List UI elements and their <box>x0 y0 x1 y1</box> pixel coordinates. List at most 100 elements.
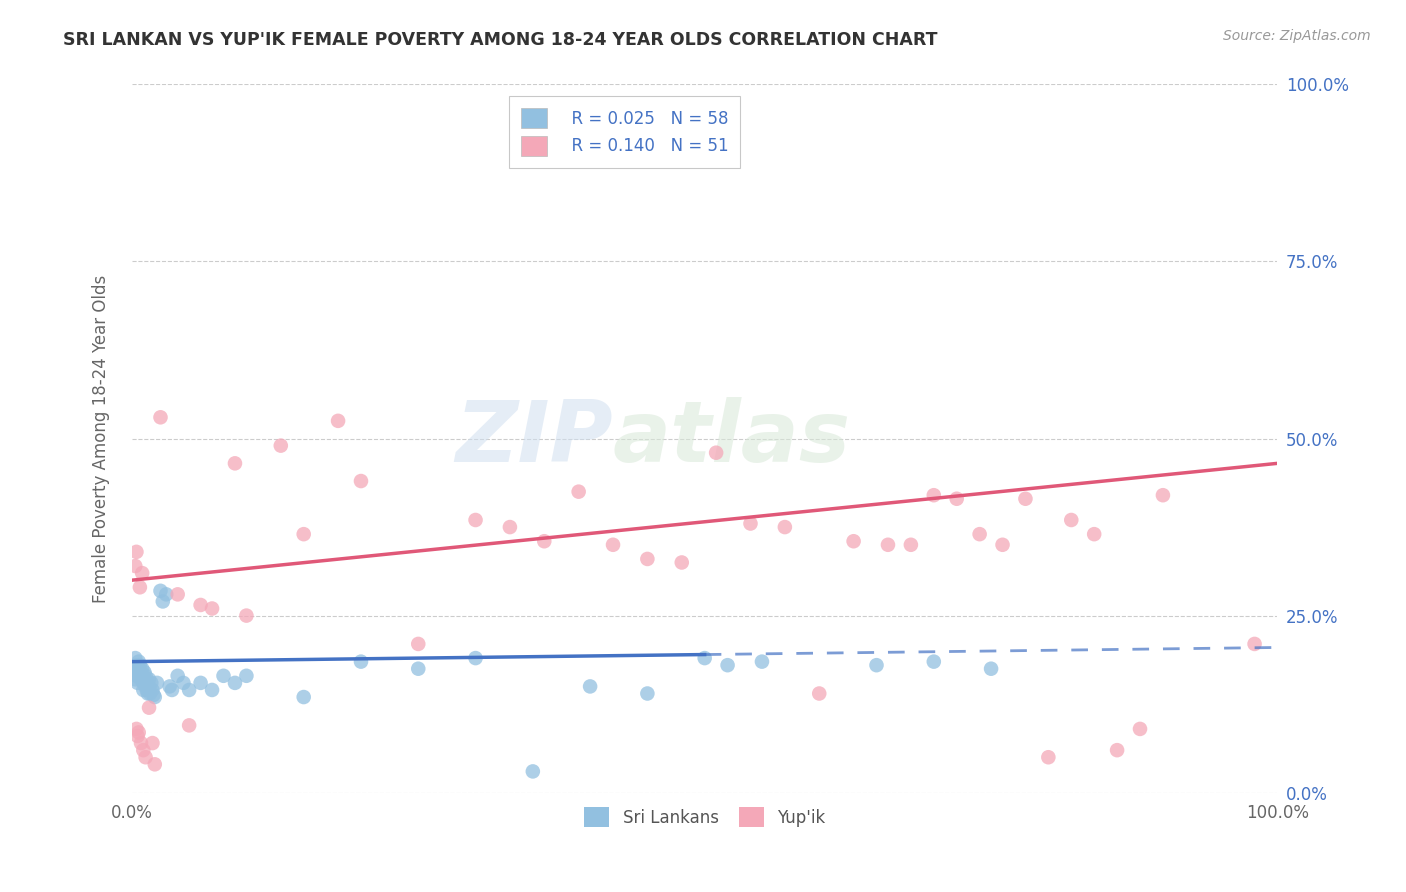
Point <box>132 683 155 698</box>
Point <box>142 688 165 702</box>
Point <box>350 655 373 669</box>
Point <box>124 559 146 574</box>
Point <box>190 598 212 612</box>
Point <box>190 676 212 690</box>
Point <box>166 669 188 683</box>
Point <box>132 676 155 690</box>
Point <box>128 658 150 673</box>
Point <box>922 488 945 502</box>
Point <box>128 669 150 683</box>
Point <box>132 743 155 757</box>
Point <box>1243 637 1265 651</box>
Point <box>1038 750 1060 764</box>
Point <box>201 601 224 615</box>
Point <box>125 722 148 736</box>
Point <box>179 683 201 698</box>
Point <box>134 665 156 680</box>
Point <box>1014 491 1036 506</box>
Point <box>160 683 183 698</box>
Point <box>865 658 887 673</box>
Point <box>636 552 658 566</box>
Point <box>135 680 157 694</box>
Point <box>146 676 169 690</box>
Point <box>464 513 486 527</box>
Point <box>127 665 149 680</box>
Point <box>135 750 157 764</box>
Point <box>155 587 177 601</box>
Point <box>522 764 544 779</box>
Point <box>1083 527 1105 541</box>
Point <box>464 651 486 665</box>
Point <box>842 534 865 549</box>
Point <box>138 673 160 687</box>
Point <box>499 520 522 534</box>
Point <box>179 718 201 732</box>
Point <box>922 655 945 669</box>
Point <box>129 673 152 687</box>
Point <box>136 686 159 700</box>
Point <box>980 662 1002 676</box>
Point <box>131 566 153 580</box>
Point <box>131 662 153 676</box>
Point <box>149 410 172 425</box>
Point <box>270 439 292 453</box>
Point <box>808 686 831 700</box>
Point <box>166 587 188 601</box>
Point <box>693 651 716 665</box>
Point <box>969 527 991 541</box>
Point <box>900 538 922 552</box>
Text: Source: ZipAtlas.com: Source: ZipAtlas.com <box>1223 29 1371 43</box>
Point <box>125 669 148 683</box>
Point <box>602 538 624 552</box>
Point <box>124 651 146 665</box>
Point <box>124 673 146 687</box>
Point <box>128 655 150 669</box>
Point <box>139 686 162 700</box>
Point <box>773 520 796 534</box>
Point <box>671 556 693 570</box>
Point <box>128 725 150 739</box>
Point <box>141 676 163 690</box>
Point <box>235 608 257 623</box>
Point <box>125 545 148 559</box>
Point <box>224 676 246 690</box>
Point <box>143 757 166 772</box>
Point <box>945 491 967 506</box>
Point <box>135 669 157 683</box>
Y-axis label: Female Poverty Among 18-24 Year Olds: Female Poverty Among 18-24 Year Olds <box>93 275 110 603</box>
Point <box>135 676 157 690</box>
Point <box>636 686 658 700</box>
Point <box>212 669 235 683</box>
Point <box>129 665 152 680</box>
Point <box>292 527 315 541</box>
Text: SRI LANKAN VS YUP'IK FEMALE POVERTY AMONG 18-24 YEAR OLDS CORRELATION CHART: SRI LANKAN VS YUP'IK FEMALE POVERTY AMON… <box>63 31 938 49</box>
Point <box>172 676 194 690</box>
Point <box>326 414 349 428</box>
Point <box>201 683 224 698</box>
Point <box>127 729 149 743</box>
Point <box>235 669 257 683</box>
Point <box>751 655 773 669</box>
Point <box>292 690 315 704</box>
Text: ZIP: ZIP <box>456 397 613 480</box>
Point <box>138 700 160 714</box>
Point <box>716 658 738 673</box>
Point <box>131 669 153 683</box>
Legend: Sri Lankans, Yup'ik: Sri Lankans, Yup'ik <box>578 800 832 834</box>
Point <box>533 534 555 549</box>
Point <box>406 637 429 651</box>
Point <box>704 446 727 460</box>
Point <box>143 690 166 704</box>
Point <box>128 580 150 594</box>
Point <box>122 662 145 676</box>
Point <box>579 680 602 694</box>
Point <box>991 538 1014 552</box>
Point <box>128 662 150 676</box>
Point <box>149 583 172 598</box>
Point <box>350 474 373 488</box>
Point <box>141 683 163 698</box>
Point <box>159 680 181 694</box>
Point <box>568 484 591 499</box>
Point <box>1060 513 1083 527</box>
Point <box>135 683 157 698</box>
